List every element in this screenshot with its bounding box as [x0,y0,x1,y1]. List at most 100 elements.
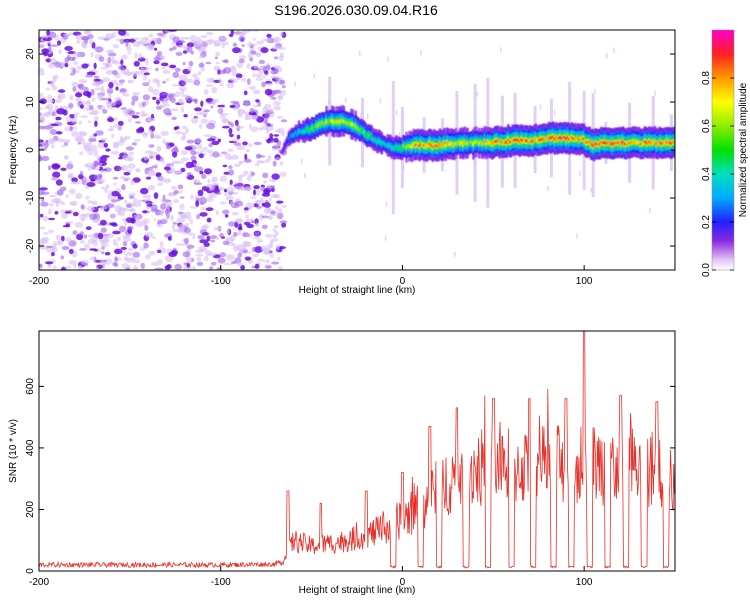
noise-blob [266,128,270,135]
noise-blob [57,138,64,143]
ridge-cell [587,140,590,145]
x-tick-label: 0 [400,276,406,287]
noise-blob [161,66,166,70]
noise-blob [97,105,102,110]
noise-blob [114,256,118,263]
noise-blob [122,109,130,114]
noise-blob [186,232,194,236]
colorbar-gradient [711,29,735,271]
noise-blob [234,200,244,207]
noise-blob [83,234,88,239]
ridge-cell [643,140,647,144]
noise-blob [192,145,198,151]
noise-blob [275,157,281,161]
ridge-cell [451,143,455,147]
noise-blob [52,111,56,116]
noise-blob [111,190,120,197]
noise-blob [139,246,146,251]
noise-blob [104,258,112,265]
ridge-cell [576,136,580,141]
noise-blob [243,221,251,226]
noise-blob [94,46,104,53]
noise-blob [273,144,280,150]
ridge-cell [290,134,293,138]
noise-blob [172,71,180,79]
noise-blob [39,98,47,105]
noise-blob [248,85,256,90]
noise-blob [237,252,243,258]
y-tick-label: 200 [25,501,36,518]
noise-blob [182,61,186,66]
noise-blob [234,163,241,168]
noise-blob [253,65,259,70]
noise-blob [64,265,72,269]
heatmap-x-ticks: -200 -100 0 100 [29,265,593,287]
noise-blob [200,45,206,51]
noise-blob [169,47,174,52]
noise-blob [68,260,77,265]
ridge-cell [357,127,360,131]
noise-blob [266,138,271,144]
ridge-cell [396,146,399,150]
ridge-cell [467,141,471,146]
noise-blob [127,117,132,123]
noise-blob [185,161,194,169]
noise-blob [227,221,236,227]
noise-blob [162,98,169,105]
ridge-cell [434,144,437,148]
noise-blob [96,248,102,253]
noise-blob [146,203,153,207]
noise-blob [121,263,129,269]
noise-blob [272,101,282,106]
noise-blob [254,263,260,269]
ridge-cell [635,140,638,144]
ridge-cell [518,139,522,144]
noise-blob [258,70,264,75]
noise-blob [138,53,142,60]
noise-dot [384,235,387,241]
noise-blob [228,127,233,135]
noise-blob [65,116,72,123]
noise-blob [196,112,204,115]
noise-blob [160,203,167,211]
noise-blob [229,133,234,138]
noise-blob [265,259,270,264]
noise-blob [211,99,217,106]
ridge-cell [613,141,616,146]
noise-blob [164,178,171,184]
ridge-cell [425,144,429,149]
noise-blob [78,265,83,270]
noise-blob [172,46,177,50]
noise-blob [130,180,136,186]
ridge-cell [594,141,597,146]
noise-blob [234,219,242,222]
noise-blob [205,61,212,65]
noise-dot [345,97,347,103]
noise-blob [262,110,268,114]
y-tick-label: 0 [25,147,36,153]
ridge-cell [626,141,629,145]
noise-blob [272,89,282,94]
noise-blob [190,194,194,200]
noise-blob [86,182,96,187]
noise-blob [94,78,101,82]
noise-blob [118,65,125,70]
noise-blob [213,227,221,231]
ridge-cell [537,139,540,143]
noise-blob [270,96,277,100]
noise-blob [79,248,87,251]
ridge-cell [544,137,548,142]
ridge-cell [430,143,433,147]
noise-blob [39,92,44,97]
ridge-cell [344,120,347,124]
noise-blob [162,194,166,201]
noise-blob [230,100,240,104]
noise-blob [269,76,278,79]
ridge-cell [563,135,567,139]
ridge-cell [422,143,426,148]
noise-blob [60,255,65,260]
noise-blob [72,230,78,235]
noise-blob [253,141,262,146]
noise-blob [121,164,129,171]
noise-blob [39,70,45,76]
